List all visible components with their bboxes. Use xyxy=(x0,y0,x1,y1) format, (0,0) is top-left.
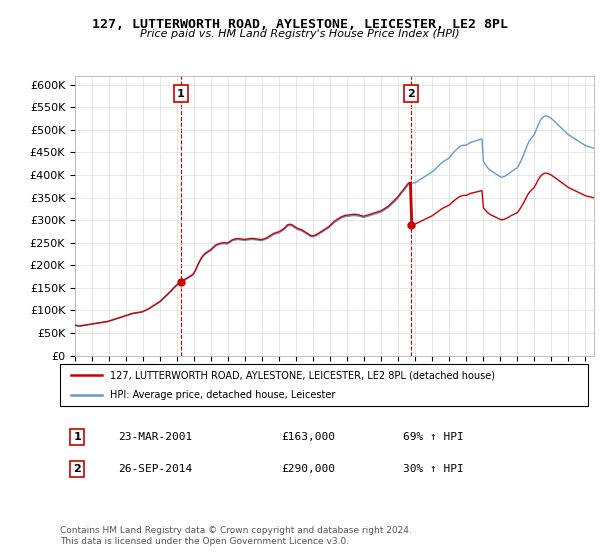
Text: £163,000: £163,000 xyxy=(282,432,336,442)
Text: 2: 2 xyxy=(407,89,415,99)
Text: Contains HM Land Registry data © Crown copyright and database right 2024.
This d: Contains HM Land Registry data © Crown c… xyxy=(60,526,412,546)
Text: 1: 1 xyxy=(177,89,185,99)
Text: 1: 1 xyxy=(73,432,81,442)
Text: 69% ↑ HPI: 69% ↑ HPI xyxy=(403,432,464,442)
Text: 127, LUTTERWORTH ROAD, AYLESTONE, LEICESTER, LE2 8PL (detached house): 127, LUTTERWORTH ROAD, AYLESTONE, LEICES… xyxy=(110,370,495,380)
Text: HPI: Average price, detached house, Leicester: HPI: Average price, detached house, Leic… xyxy=(110,390,335,400)
Text: 2: 2 xyxy=(73,464,81,474)
Text: 127, LUTTERWORTH ROAD, AYLESTONE, LEICESTER, LE2 8PL: 127, LUTTERWORTH ROAD, AYLESTONE, LEICES… xyxy=(92,18,508,31)
Text: 23-MAR-2001: 23-MAR-2001 xyxy=(118,432,193,442)
FancyBboxPatch shape xyxy=(60,364,588,406)
Text: Price paid vs. HM Land Registry's House Price Index (HPI): Price paid vs. HM Land Registry's House … xyxy=(140,29,460,39)
Text: 26-SEP-2014: 26-SEP-2014 xyxy=(118,464,193,474)
Text: £290,000: £290,000 xyxy=(282,464,336,474)
Text: 30% ↑ HPI: 30% ↑ HPI xyxy=(403,464,464,474)
